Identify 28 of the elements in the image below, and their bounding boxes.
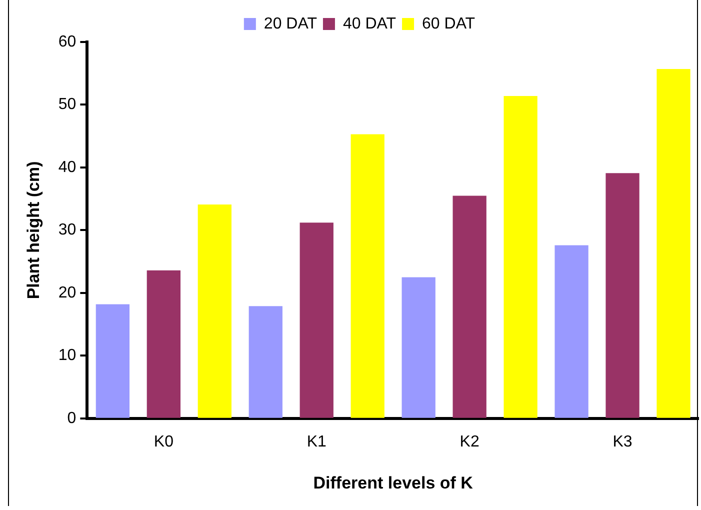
y-tick-label: 0 <box>67 410 76 427</box>
y-axis-title: Plant height (cm) <box>24 161 43 300</box>
x-tick-label: K3 <box>612 433 632 450</box>
y-tick-label: 60 <box>58 33 76 50</box>
bar <box>96 304 130 418</box>
bar <box>504 96 538 418</box>
x-tick-label: K0 <box>154 433 174 450</box>
y-tick-label: 10 <box>58 347 76 364</box>
bar <box>656 68 690 418</box>
bar <box>350 134 384 418</box>
y-tick-label: 20 <box>58 284 76 302</box>
bar <box>146 270 180 418</box>
bar <box>300 222 334 418</box>
x-tick-label: K1 <box>306 433 327 450</box>
bar <box>554 245 588 418</box>
legend-label: 60 DAT <box>422 15 476 32</box>
x-axis-title: Different levels of K <box>313 473 474 492</box>
y-tick-label: 50 <box>58 96 76 114</box>
legend-label: 40 DAT <box>342 15 396 32</box>
bar <box>606 173 640 418</box>
x-tick-label: K2 <box>460 433 480 450</box>
legend-label: 20 DAT <box>264 15 318 32</box>
bar <box>248 306 282 418</box>
bar <box>402 277 436 418</box>
bar <box>198 204 232 418</box>
bar <box>452 196 486 418</box>
y-tick-label: 30 <box>58 222 76 239</box>
y-tick-label: 40 <box>58 158 76 176</box>
